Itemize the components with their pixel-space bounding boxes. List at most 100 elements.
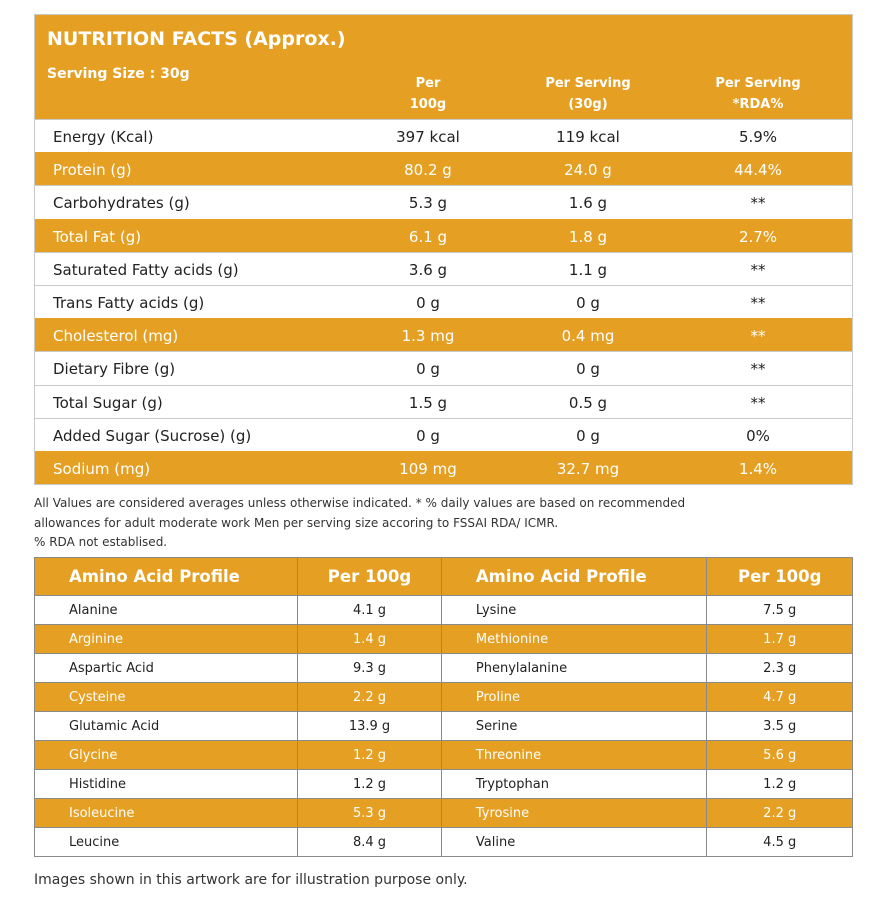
nutrient-label: Energy (Kcal) — [53, 128, 154, 146]
amino-row: Isoleucine 5.3 g Tyrosine 2.2 g — [33, 798, 853, 828]
footer-disclaimer: Images shown in this artwork are for ill… — [34, 872, 468, 888]
amino-acid-name: Methionine — [440, 624, 708, 654]
value-per-serving: 0 g — [576, 293, 600, 312]
amino-acid-name: Arginine — [33, 624, 299, 654]
value-per-100g: 6.1 g — [408, 227, 448, 246]
serving-size: Serving Size : 30g — [47, 66, 190, 82]
amino-acid-value: 4.7 g — [706, 682, 853, 712]
amino-acid-value: 2.2 g — [297, 682, 442, 712]
amino-row: Arginine 1.4 g Methionine 1.7 g — [33, 624, 853, 654]
amino-acid-value: 4.5 g — [706, 827, 853, 857]
nutrient-label: Cholesterol (mg) — [53, 327, 179, 346]
column-header-line: Per Serving — [545, 76, 631, 91]
column-header-line: 100g — [409, 97, 447, 112]
value-per-serving: 0.5 g — [568, 393, 608, 412]
value-per-serving: 119 kcal — [556, 128, 620, 146]
amino-acid-value: 1.2 g — [297, 769, 442, 799]
nutrition-row: Sodium (mg) 109 mg 32.7 mg 1.4% — [35, 450, 852, 485]
value-rda: ** — [750, 260, 766, 279]
amino-acid-name: Valine — [440, 827, 708, 857]
nutrition-row: Energy (Kcal) 397 kcal 119 kcal 5.9% — [35, 119, 852, 152]
amino-acid-value: 5.6 g — [706, 740, 853, 770]
nutrient-label: Added Sugar (Sucrose) (g) — [53, 426, 252, 445]
amino-header-row: Amino Acid Profile Per 100g Amino Acid P… — [33, 557, 853, 596]
amino-acid-name: Isoleucine — [33, 798, 299, 828]
nutrient-label: Total Fat (g) — [53, 227, 142, 246]
nutrition-title: NUTRITION FACTS (Approx.) — [47, 28, 346, 50]
amino-acid-value: 2.3 g — [706, 653, 853, 683]
amino-acid-value: 3.5 g — [706, 711, 853, 741]
amino-acid-name: Histidine — [33, 769, 299, 799]
nutrition-row: Total Fat (g) 6.1 g 1.8 g 2.7% — [35, 218, 852, 252]
amino-acid-name: Tyrosine — [440, 798, 708, 828]
value-per-serving: 0 g — [576, 360, 600, 379]
nutrition-facts-panel: NUTRITION FACTS (Approx.) Serving Size :… — [34, 14, 853, 486]
amino-acid-name: Lysine — [440, 595, 708, 625]
column-header-per-serving: Per Serving (30g) — [513, 73, 663, 115]
value-per-100g: 5.3 g — [408, 194, 448, 213]
amino-acid-value: 1.2 g — [706, 769, 853, 799]
value-rda: 0% — [746, 426, 770, 445]
amino-acid-name: Glutamic Acid — [33, 711, 299, 741]
amino-row: Histidine 1.2 g Tryptophan 1.2 g — [33, 769, 853, 799]
nutrition-row: Saturated Fatty acids (g) 3.6 g 1.1 g ** — [35, 251, 852, 285]
value-per-serving: 24.0 g — [564, 161, 612, 180]
value-per-100g: 80.2 g — [404, 161, 452, 180]
amino-acid-value: 13.9 g — [297, 711, 442, 741]
amino-row: Cysteine 2.2 g Proline 4.7 g — [33, 682, 853, 712]
amino-header-name: Amino Acid Profile — [33, 557, 299, 596]
amino-header-value: Per 100g — [297, 557, 442, 596]
value-per-serving: 1.8 g — [568, 227, 608, 246]
nutrition-row: Total Sugar (g) 1.5 g 0.5 g ** — [35, 384, 852, 418]
value-rda: ** — [750, 293, 766, 312]
value-per-serving: 32.7 mg — [556, 459, 620, 478]
amino-acid-value: 2.2 g — [706, 798, 853, 828]
amino-acid-value: 1.2 g — [297, 740, 442, 770]
amino-row: Leucine 8.4 g Valine 4.5 g — [33, 827, 853, 857]
value-per-100g: 1.5 g — [408, 393, 448, 412]
nutrient-label: Total Sugar (g) — [53, 393, 163, 412]
amino-acid-name: Tryptophan — [440, 769, 708, 799]
value-rda: 5.9% — [738, 128, 778, 146]
column-header-per-100g: Per 100g — [353, 73, 503, 115]
amino-row: Glutamic Acid 13.9 g Serine 3.5 g — [33, 711, 853, 741]
value-rda: ** — [750, 393, 766, 412]
nutrition-row: Protein (g) 80.2 g 24.0 g 44.4% — [35, 152, 852, 186]
value-rda: ** — [750, 194, 766, 213]
amino-rows: Alanine 4.1 g Lysine 7.5 g Arginine 1.4 g Meth… — [33, 595, 853, 857]
amino-acid-value: 8.4 g — [297, 827, 442, 857]
column-header-line: Per Serving — [715, 76, 801, 91]
nutrition-rows: Energy (Kcal) 397 kcal 119 kcal 5.9% Protein… — [35, 119, 852, 485]
nutrient-label: Saturated Fatty acids (g) — [53, 260, 239, 279]
amino-acid-value: 4.1 g — [297, 595, 442, 625]
nutrition-row: Trans Fatty acids (g) 0 g 0 g ** — [35, 284, 852, 318]
value-per-100g: 0 g — [416, 360, 440, 379]
value-per-100g: 0 g — [416, 426, 440, 445]
amino-acid-name: Threonine — [440, 740, 708, 770]
note-line: All Values are considered averages unles… — [34, 496, 686, 510]
amino-acid-name: Aspartic Acid — [33, 653, 299, 683]
value-per-100g: 0 g — [416, 293, 440, 312]
column-header-rda: Per Serving *RDA% — [683, 73, 833, 115]
disclaimer-note: All Values are considered averages unles… — [34, 494, 834, 553]
nutrition-header: NUTRITION FACTS (Approx.) Serving Size :… — [35, 15, 852, 119]
amino-acid-value: 5.3 g — [297, 798, 442, 828]
value-per-serving: 1.1 g — [568, 260, 608, 279]
column-header-line: (30g) — [568, 97, 608, 112]
amino-row: Aspartic Acid 9.3 g Phenylalanine 2.3 g — [33, 653, 853, 683]
amino-acid-name: Cysteine — [33, 682, 299, 712]
nutrient-label: Dietary Fibre (g) — [53, 360, 176, 379]
amino-acid-name: Glycine — [33, 740, 299, 770]
amino-header-value: Per 100g — [706, 557, 853, 596]
value-rda: ** — [750, 360, 766, 379]
value-per-100g: 109 mg — [399, 459, 457, 478]
value-rda: ** — [750, 327, 766, 346]
nutrient-label: Sodium (mg) — [53, 459, 151, 478]
amino-acid-value: 1.4 g — [297, 624, 442, 654]
amino-row: Alanine 4.1 g Lysine 7.5 g — [33, 595, 853, 625]
column-header-line: *RDA% — [732, 97, 784, 112]
nutrient-label: Carbohydrates (g) — [53, 194, 190, 213]
value-per-100g: 3.6 g — [408, 260, 448, 279]
value-rda: 2.7% — [738, 227, 778, 246]
amino-acid-name: Serine — [440, 711, 708, 741]
